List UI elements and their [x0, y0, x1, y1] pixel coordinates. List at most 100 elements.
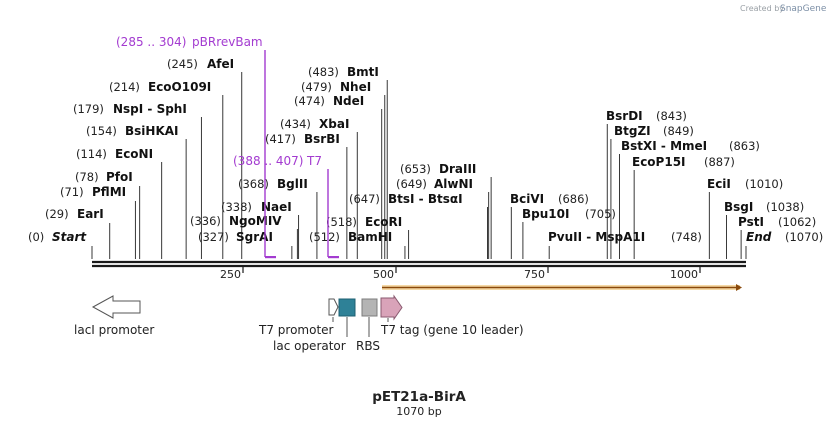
enzyme-label-btgzi[interactable]: BtgZI: [614, 124, 651, 138]
ruler-label-1000: 1000: [670, 268, 698, 281]
enzyme-pos: (1062): [778, 215, 816, 229]
enzyme-label-end[interactable]: End: [746, 230, 772, 244]
enzyme-label-bpu10i[interactable]: Bpu10I: [522, 207, 569, 221]
enzyme-pos: (863): [729, 139, 760, 153]
enzyme-label-btsi-btsai[interactable]: BtsI - BtsαI: [388, 192, 463, 206]
enzyme-label-afei[interactable]: AfeI: [207, 57, 234, 71]
primer-bar: [328, 256, 339, 259]
feature-label: lacI promoter: [74, 323, 154, 337]
enzyme-label-ecii[interactable]: EciI: [707, 177, 731, 191]
ruler-label-250: 250: [220, 268, 241, 281]
feature-rbs[interactable]: RBS: [356, 298, 380, 353]
enzyme-pos: (1038): [766, 200, 804, 214]
rbs-box-icon: [361, 298, 378, 317]
feature-label: RBS: [356, 339, 380, 353]
enzyme-label-bsrbi[interactable]: BsrBI: [304, 132, 340, 146]
enzyme-pos: (647): [349, 192, 380, 206]
enzyme-label-alwni[interactable]: AlwNI: [434, 177, 473, 191]
feature-label: lac operator: [273, 339, 346, 353]
enzyme-label-start[interactable]: Start: [52, 230, 87, 244]
enzyme-label-bmti[interactable]: BmtI: [347, 65, 379, 79]
enzyme-pos: (214): [109, 80, 140, 94]
enzyme-pos: (849): [663, 124, 694, 138]
enzyme-pos: (71): [60, 185, 84, 199]
enzyme-label-bcivi[interactable]: BciVI: [510, 192, 544, 206]
orf-arrowhead-icon: [736, 284, 742, 291]
enzyme-label-nhei[interactable]: NheI: [340, 80, 371, 94]
enzyme-label-nspi-sphi[interactable]: NspI - SphI: [113, 102, 187, 116]
enzyme-label-bstxi-mmei[interactable]: BstXI - MmeI: [621, 139, 707, 153]
promoter-arrow-icon: [328, 298, 339, 316]
primer-t7[interactable]: (388 .. 407) T7: [233, 154, 339, 259]
enzyme-pos: (336): [190, 214, 221, 228]
feature-lac-operator[interactable]: lac operator: [273, 298, 356, 353]
enzyme-pos: (1010): [745, 177, 783, 191]
enzyme-label-naei[interactable]: NaeI: [261, 200, 292, 214]
enzyme-label-econi[interactable]: EcoNI: [115, 147, 153, 161]
enzyme-pos: (114): [76, 147, 107, 161]
enzyme-label-psti[interactable]: PstI: [738, 215, 764, 229]
enzyme-label-bsrdi[interactable]: BsrDI: [606, 109, 643, 123]
feature-laci-promoter[interactable]: lacI promoter: [74, 295, 154, 337]
plasmid-length: 1070 bp: [396, 405, 441, 418]
enzyme-label-ngomiv[interactable]: NgoMIV: [229, 214, 282, 228]
enzyme-pos: (338): [221, 200, 252, 214]
enzyme-label-xbai[interactable]: XbaI: [319, 117, 349, 131]
enzyme-pos: (748): [671, 230, 702, 244]
enzyme-pos: (518): [326, 215, 357, 229]
primer-label: pBRrevBam: [192, 35, 263, 49]
enzyme-leader-lines: [91, 72, 747, 259]
ruler-label-500: 500: [373, 268, 394, 281]
plasmid-title: pET21a-BirA: [372, 389, 466, 405]
enzyme-pos: (474): [294, 94, 325, 108]
primer-pbrrevbam[interactable]: (285 .. 304) pBRrevBam: [116, 35, 276, 259]
enzyme-pos: (653): [400, 162, 431, 176]
primer-label: T7: [306, 154, 322, 168]
bp-ruler: 250 500 750 1000: [220, 266, 701, 281]
enzyme-pos: (368): [238, 177, 269, 191]
feature-label: T7 promoter: [258, 323, 334, 337]
enzyme-label-ecoo109i[interactable]: EcoO109I: [148, 80, 211, 94]
enzyme-label-pfoi[interactable]: PfoI: [106, 170, 133, 184]
tag-arrow-icon: [380, 294, 403, 321]
enzyme-pos: (686): [558, 192, 589, 206]
enzyme-label-bsgi[interactable]: BsgI: [724, 200, 753, 214]
enzyme-label-sgrai[interactable]: SgrAI: [236, 230, 273, 244]
enzyme-label-pflmi[interactable]: PflMI: [92, 185, 126, 199]
enzyme-label-bsihkai[interactable]: BsiHKAI: [125, 124, 179, 138]
feature-label: T7 tag (gene 10 leader): [380, 323, 524, 337]
feature-t7-tag[interactable]: T7 tag (gene 10 leader): [380, 294, 524, 337]
primer-bar: [265, 256, 276, 259]
enzyme-pos: (649): [396, 177, 427, 191]
enzyme-pos: (887): [704, 155, 735, 169]
enzyme-pos: (479): [301, 80, 332, 94]
enzyme-label-pvuii-mspa1i[interactable]: PvuII - MspA1I: [548, 230, 645, 244]
enzyme-label-ecori[interactable]: EcoRI: [365, 215, 402, 229]
enzyme-labels-left: (0) Start (29) EarI (71) PflMI (78) PfoI…: [28, 57, 463, 244]
enzyme-label-bglii[interactable]: BglII: [277, 177, 308, 191]
enzyme-label-ndei[interactable]: NdeI: [333, 94, 364, 108]
enzyme-pos: (179): [73, 102, 104, 116]
enzyme-pos: (512): [309, 230, 340, 244]
enzyme-label-ecop15i[interactable]: EcoP15I: [632, 155, 686, 169]
orf-arrow[interactable]: [382, 284, 742, 291]
ruler-label-750: 750: [524, 268, 545, 281]
enzyme-pos: (434): [280, 117, 311, 131]
created-by-text: Created by: [740, 4, 784, 13]
primer-pos: (388 .. 407): [233, 154, 303, 168]
promoter-reverse-arrow-icon: [91, 295, 141, 319]
enzyme-pos: (29): [45, 207, 69, 221]
enzyme-label-bamhi[interactable]: BamHI: [348, 230, 392, 244]
enzyme-pos: (417): [265, 132, 296, 146]
enzyme-label-draiii[interactable]: DraIII: [439, 162, 476, 176]
feature-t7-promoter[interactable]: T7 promoter: [258, 298, 339, 337]
enzyme-pos: (705): [585, 207, 616, 221]
enzyme-pos: (843): [656, 109, 687, 123]
enzyme-pos: (483): [308, 65, 339, 79]
enzyme-pos: (1070): [785, 230, 823, 244]
enzyme-labels-right: (649) AlwNI (653) DraIII BciVI (686) Bpu…: [396, 109, 823, 244]
enzyme-label-eari[interactable]: EarI: [77, 207, 104, 221]
enzyme-pos: (154): [86, 124, 117, 138]
enzyme-pos: (0): [28, 230, 44, 244]
